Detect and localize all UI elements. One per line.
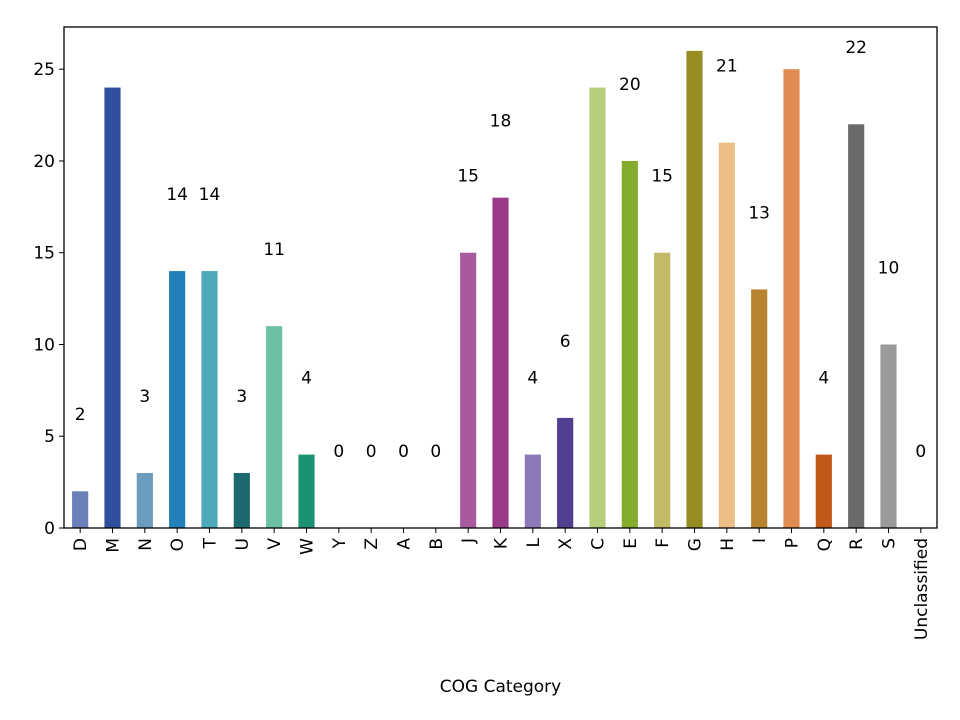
plot-area-frame <box>63 26 938 529</box>
bar-c <box>589 87 606 529</box>
y-tick-label: 0 <box>44 519 55 539</box>
data-labels-layer: 2 3 14 14 3 11 4 0 0 0 0 15 18 4 6 20 15 21 13 4 22 10 0 <box>75 38 926 462</box>
bar-g <box>686 50 703 528</box>
bar-d <box>72 491 89 528</box>
x-tick-label: D <box>71 538 91 551</box>
data-label-j: 15 <box>457 167 479 187</box>
x-tick-label: K <box>492 537 512 549</box>
data-label-u: 3 <box>236 387 247 407</box>
x-tick-label: H <box>718 538 738 551</box>
bar-j <box>460 252 477 528</box>
bar-x <box>557 417 574 528</box>
y-tick-label: 10 <box>33 335 55 355</box>
x-axis-title: COG Category <box>440 677 561 697</box>
data-label-b: 0 <box>430 442 441 462</box>
x-tick-label: X <box>556 538 576 550</box>
bar-p <box>783 69 800 528</box>
x-tick-label: L <box>524 537 544 547</box>
x-tick-label: I <box>750 538 770 543</box>
x-tick-label: P <box>783 538 803 548</box>
data-label-r: 22 <box>845 38 867 58</box>
y-tick-label: 5 <box>44 427 55 447</box>
bar-k <box>492 197 509 528</box>
data-label-i: 13 <box>748 203 770 223</box>
data-label-y: 0 <box>333 442 344 462</box>
bar-m <box>104 87 121 529</box>
x-tick-label: A <box>395 538 415 550</box>
data-label-h: 21 <box>716 57 738 77</box>
data-label-v: 11 <box>263 240 285 260</box>
data-label-s: 10 <box>878 258 900 278</box>
x-tick-label: Q <box>815 538 835 551</box>
x-tick-label: E <box>621 538 641 549</box>
y-tick-label: 25 <box>33 60 55 80</box>
data-label-f: 15 <box>651 167 673 187</box>
x-tick-label: M <box>104 538 124 553</box>
data-label-o: 14 <box>166 185 188 205</box>
x-tick-label: U <box>233 538 253 550</box>
data-label-k: 18 <box>490 112 512 132</box>
bar-t <box>201 271 218 528</box>
bar-s <box>880 344 897 528</box>
bar-h <box>718 142 735 528</box>
x-axis: D M N O T U V W Y Z A B J K L X C E F G H I P Q R S Unclassified <box>71 528 932 640</box>
y-tick-label: 15 <box>33 244 55 264</box>
x-tick-label: Z <box>362 538 382 550</box>
data-label-z: 0 <box>366 442 377 462</box>
data-label-x: 6 <box>560 332 571 352</box>
data-label-w: 4 <box>301 369 312 389</box>
bar-v <box>266 326 283 528</box>
x-tick-label: Unclassified <box>912 538 932 640</box>
x-tick-label: F <box>653 538 673 548</box>
bar-i <box>751 289 768 528</box>
x-tick-label: C <box>589 538 609 550</box>
y-axis: 0 5 10 15 20 25 <box>33 60 64 539</box>
bar-q <box>815 454 832 528</box>
data-label-a: 0 <box>398 442 409 462</box>
bar-f <box>654 252 671 528</box>
bars-layer <box>72 50 897 529</box>
bar-n <box>136 472 153 528</box>
bar-r <box>848 124 865 528</box>
x-tick-label: V <box>265 538 285 550</box>
x-tick-label: N <box>136 538 156 551</box>
data-label-l: 4 <box>527 369 538 389</box>
data-label-q: 4 <box>818 369 829 389</box>
data-label-t: 14 <box>199 185 221 205</box>
bar-u <box>233 472 250 528</box>
x-tick-label: J <box>459 538 479 544</box>
x-tick-label: O <box>168 538 188 551</box>
x-tick-label: Y <box>330 537 350 549</box>
data-label-d: 2 <box>75 405 86 425</box>
bar-w <box>298 454 315 528</box>
data-label-unclassified: 0 <box>915 442 926 462</box>
x-tick-label: S <box>880 538 900 549</box>
x-tick-label: G <box>686 538 706 551</box>
x-tick-label: T <box>201 537 221 549</box>
bar-l <box>524 454 541 528</box>
bar-o <box>169 271 186 528</box>
y-tick-label: 20 <box>33 152 55 172</box>
bar-e <box>621 160 638 528</box>
x-tick-label: R <box>847 538 867 550</box>
data-label-e: 20 <box>619 75 641 95</box>
x-tick-label: B <box>427 538 447 550</box>
data-label-n: 3 <box>139 387 150 407</box>
x-tick-label: W <box>298 538 318 555</box>
